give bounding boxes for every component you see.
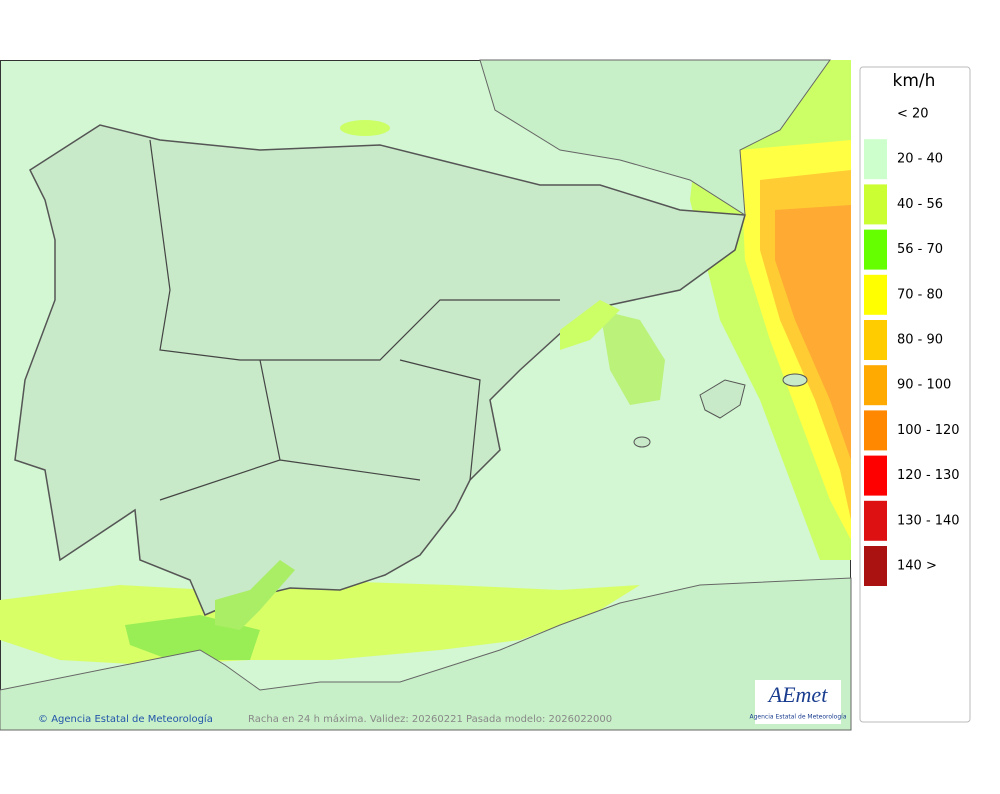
island [699, 379, 746, 419]
copyright-icon: © [38, 714, 51, 725]
legend-swatch [864, 365, 887, 406]
legend-label: 120 - 130 [897, 468, 960, 483]
logo-name: AEmet [767, 682, 829, 707]
island [782, 373, 808, 387]
footer-credit-text: Agencia Estatal de Meteorología [51, 713, 213, 725]
island [633, 436, 651, 448]
footer-caption: Racha en 24 h máxima. Validez: 20260221 … [248, 713, 612, 725]
legend-label: < 20 [897, 107, 929, 122]
wind-zone [600, 310, 665, 405]
wind-zone [340, 120, 390, 136]
legend-swatch [864, 139, 887, 180]
legend-label: 70 - 80 [897, 287, 943, 302]
legend-box [859, 66, 971, 723]
africa-land [0, 577, 852, 731]
region-border [149, 139, 560, 501]
legend-swatch [864, 229, 887, 270]
legend-label: 130 - 140 [897, 513, 960, 528]
footer-credit: © Agencia Estatal de Meteorología [38, 713, 213, 725]
france-land [479, 59, 831, 216]
legend-label: 100 - 120 [897, 423, 960, 438]
legend-label: 40 - 56 [897, 197, 943, 212]
map: © Agencia Estatal de Meteorología Racha … [0, 59, 852, 731]
wind-zone [215, 560, 295, 630]
iberia-land [14, 124, 746, 616]
wind-zone [560, 300, 620, 350]
legend-label: 80 - 90 [897, 333, 943, 348]
legend: km/h < 20 20 - 40 40 - 56 56 - 70 70 - 80 80 … [859, 66, 971, 723]
legend-swatch [864, 184, 887, 225]
legend-label: 20 - 40 [897, 152, 943, 167]
legend-swatch [864, 455, 887, 496]
legend-unit: km/h [893, 71, 936, 91]
logo-subtitle: Agencia Estatal de Meteorología [750, 714, 847, 721]
wind-zone [775, 205, 851, 460]
legend-swatch [864, 546, 887, 586]
logo-box [755, 680, 841, 724]
legend-swatch [864, 274, 887, 315]
legend-label: 90 - 100 [897, 378, 951, 393]
legend-label: 140 > [897, 559, 937, 574]
legend-label: 56 - 70 [897, 242, 943, 257]
legend-swatch [864, 410, 887, 451]
legend-swatch [864, 320, 887, 360]
legend-swatch [864, 500, 887, 541]
